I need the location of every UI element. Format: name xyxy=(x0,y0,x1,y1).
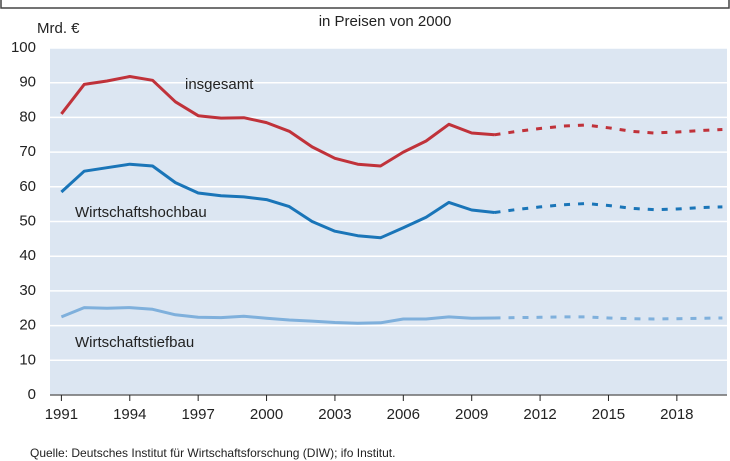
x-tick-label: 2000 xyxy=(250,406,283,423)
line xyxy=(60,75,495,168)
x-tick-label: 2012 xyxy=(523,406,556,423)
forecast-line xyxy=(494,201,723,214)
series-label: Wirtschaftshochbau xyxy=(75,204,207,221)
y-tick-label: 80 xyxy=(19,108,36,125)
line xyxy=(60,306,495,325)
x-tick-label: 1997 xyxy=(181,406,214,423)
x-tick-label: 2015 xyxy=(592,406,625,423)
frame xyxy=(0,0,730,9)
chart-title: in Preisen von 2000 xyxy=(319,13,452,30)
y-tick-label: 0 xyxy=(28,386,36,403)
x-tick-label: 2003 xyxy=(318,406,351,423)
x-tick-label: 1994 xyxy=(113,406,146,423)
y-axis-label: Mrd. € xyxy=(37,20,80,37)
x-tick-label: 2018 xyxy=(660,406,693,423)
y-tick-label: 70 xyxy=(19,143,36,160)
x-tick-label: 1991 xyxy=(45,406,78,423)
x-tick-label: 2006 xyxy=(387,406,420,423)
source: Quelle: Deutsches Institut für Wirtschaf… xyxy=(30,446,395,460)
y-tick-label: 10 xyxy=(19,351,36,368)
y-tick-label: 20 xyxy=(19,317,36,334)
line xyxy=(60,162,495,240)
series-label: insgesamt xyxy=(185,76,254,93)
forecast-line xyxy=(494,315,723,321)
y-tick-label: 60 xyxy=(19,178,36,195)
x-tick-label: 2009 xyxy=(455,406,488,423)
y-tick-label: 40 xyxy=(19,247,36,264)
series-label: Wirtschaftstiefbau xyxy=(75,334,194,351)
y-tick-label: 30 xyxy=(19,282,36,299)
y-tick-label: 100 xyxy=(11,39,36,56)
forecast-line xyxy=(494,123,723,137)
y-tick-label: 90 xyxy=(19,74,36,91)
y-tick-label: 50 xyxy=(19,212,36,229)
